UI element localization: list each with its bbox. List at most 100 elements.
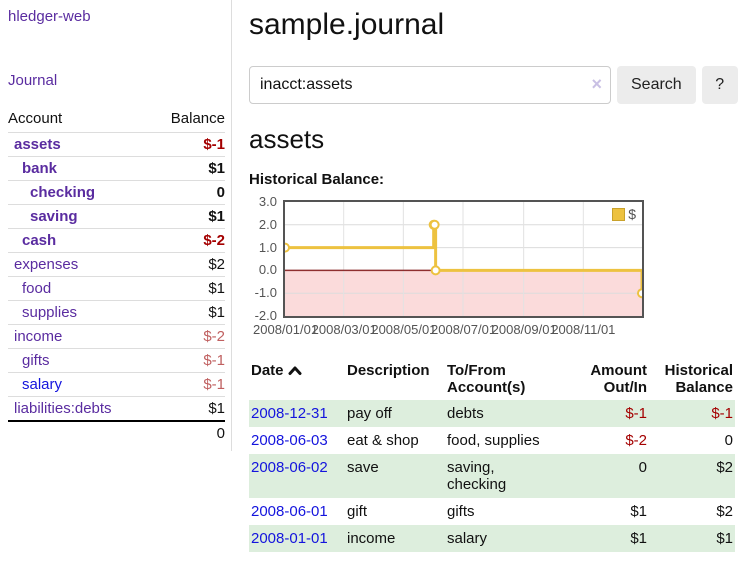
balance-column-header-register: Historical Balance (664, 362, 733, 396)
y-tick-label: 2.0 (258, 216, 277, 232)
x-tick-label: 2008/03/01 (311, 322, 377, 337)
account-balance: $-2 (203, 232, 225, 249)
account-row: bank $1 (8, 156, 225, 180)
x-tick-label: 2008/07/01 (431, 322, 497, 337)
transaction-description: eat & shop (347, 432, 419, 449)
date-column-header[interactable]: Date (249, 360, 345, 400)
transaction-row[interactable]: 2008-06-02 save saving, checking 0 $2 (249, 454, 735, 498)
sidebar-account-link[interactable]: expenses (14, 256, 79, 273)
transaction-amount: $-2 (625, 432, 647, 449)
account-row: supplies $1 (8, 300, 225, 324)
account-balance-table: Account Balance assets $-1 bank $1 checking 0… (8, 108, 225, 445)
transaction-accounts: saving, checking (445, 454, 569, 498)
sidebar-account-link[interactable]: saving (30, 208, 78, 225)
brand-link[interactable]: hledger-web (8, 8, 91, 25)
sidebar-item-journal[interactable]: Journal (8, 72, 58, 89)
sidebar-account-link[interactable]: liabilities:debts (14, 400, 112, 417)
x-tick-label: 2008/05/01 (371, 322, 437, 337)
clear-search-icon[interactable]: × (591, 74, 602, 94)
chart-canvas (285, 202, 642, 316)
y-tick-label: 1.0 (258, 239, 277, 255)
sort-ascending-icon (288, 363, 302, 380)
account-row: saving $1 (8, 204, 225, 228)
transaction-amount: $-1 (569, 400, 649, 427)
transaction-description: income (345, 525, 445, 552)
transaction-register: Date Description To/From Account(s) Amou… (249, 360, 735, 552)
chart-plot-area: $ (283, 200, 644, 318)
transaction-row[interactable]: 2008-12-31 pay off debts $-1 $-1 (249, 400, 735, 427)
account-balance: $1 (208, 304, 225, 321)
register-body: 2008-12-31 pay off debts $-1 $-1 2008-06-03 ea… (249, 400, 735, 552)
transaction-date-link[interactable]: 2008-06-01 (251, 503, 328, 520)
transaction-date-link[interactable]: 2008-06-03 (251, 432, 328, 449)
account-row: cash $-2 (8, 228, 225, 252)
transaction-description: save (345, 454, 445, 498)
account-row: liabilities:debts $1 (8, 396, 225, 420)
amount-column-header: Amount Out/In (590, 362, 647, 396)
sidebar-account-link[interactable]: food (22, 280, 52, 297)
account-row: salary $-1 (8, 372, 225, 396)
chart-title: Historical Balance: (249, 171, 385, 188)
legend-swatch-icon (612, 207, 626, 221)
transaction-description: gift (347, 503, 368, 520)
account-balance: $-1 (203, 352, 225, 369)
sidebar-account-link[interactable]: salary (22, 376, 63, 393)
register-header-row: Date Description To/From Account(s) Amou… (249, 360, 735, 400)
transaction-amount: $1 (630, 503, 647, 520)
transaction-date-link[interactable]: 2008-06-02 (251, 459, 328, 476)
transaction-row[interactable]: 2008-01-01 income salary $1 $1 (249, 525, 735, 552)
balance-column-header: Balance (170, 110, 225, 127)
account-page-title: assets (249, 124, 325, 154)
account-row: expenses $2 (8, 252, 225, 276)
search-button[interactable]: Search (617, 66, 696, 104)
transaction-balance: $2 (649, 454, 735, 498)
transaction-row[interactable]: 2008-06-03 eat & shop food, supplies $-2 0 (249, 427, 735, 454)
account-balance: $1 (208, 160, 225, 177)
account-row: gifts $-1 (8, 348, 225, 372)
transaction-balance: $-1 (649, 400, 735, 427)
transaction-accounts: food, supplies (447, 432, 540, 449)
description-column-header: Description (347, 362, 430, 379)
account-balance: $1 (208, 208, 225, 225)
x-tick-label: 2008/09/01 (491, 322, 557, 337)
account-row: assets $-1 (8, 132, 225, 156)
chart-legend: $ (610, 205, 638, 223)
transaction-date-link[interactable]: 2008-12-31 (251, 405, 328, 422)
y-tick-label: 3.0 (258, 194, 277, 209)
sidebar-account-link[interactable]: income (14, 328, 63, 345)
chart-y-axis-labels: 3.0 2.0 1.0 0.0 -1.0 -2.0 (249, 194, 277, 323)
transaction-amount: 0 (569, 454, 649, 498)
account-balance: $1 (208, 280, 225, 297)
transaction-accounts: debts (445, 400, 569, 427)
sidebar-account-link[interactable]: checking (30, 184, 96, 201)
sidebar-account-link[interactable]: supplies (22, 304, 78, 321)
x-tick-label: 2008/01/01 (253, 322, 319, 337)
transaction-accounts: salary (445, 525, 569, 552)
page-title: sample.journal (249, 8, 445, 41)
sidebar-account-link[interactable]: cash (22, 232, 57, 249)
account-total: 0 (8, 420, 225, 445)
account-balance: $-1 (203, 376, 225, 393)
account-tree: assets $-1 bank $1 checking 0 saving $1 cash $-2 e… (8, 132, 225, 420)
transaction-row[interactable]: 2008-06-01 gift gifts $1 $2 (249, 498, 735, 525)
sidebar-account-link[interactable]: bank (22, 160, 58, 177)
account-balance: $-1 (203, 136, 225, 153)
account-table-header: Account Balance (8, 108, 225, 132)
account-row: income $-2 (8, 324, 225, 348)
search-input[interactable] (249, 66, 611, 104)
transaction-description: pay off (345, 400, 445, 427)
transaction-balance: $1 (649, 525, 735, 552)
sidebar: hledger-web Journal Account Balance asse… (0, 0, 232, 451)
sidebar-account-link[interactable]: gifts (22, 352, 50, 369)
account-row: checking 0 (8, 180, 225, 204)
sidebar-account-link[interactable]: assets (14, 136, 61, 153)
transaction-date-link[interactable]: 2008-01-01 (251, 530, 328, 547)
transaction-accounts: gifts (447, 503, 475, 520)
account-balance: $1 (208, 400, 225, 417)
help-button[interactable]: ? (701, 66, 738, 104)
search-input-wrap: × (249, 66, 611, 104)
account-balance: 0 (216, 184, 225, 201)
transaction-balance: $2 (716, 503, 733, 520)
accounts-column-header: To/From Account(s) (447, 362, 526, 396)
chart-x-axis-labels: 2008/01/01 2008/03/01 2008/05/01 2008/07/01… (253, 322, 646, 338)
